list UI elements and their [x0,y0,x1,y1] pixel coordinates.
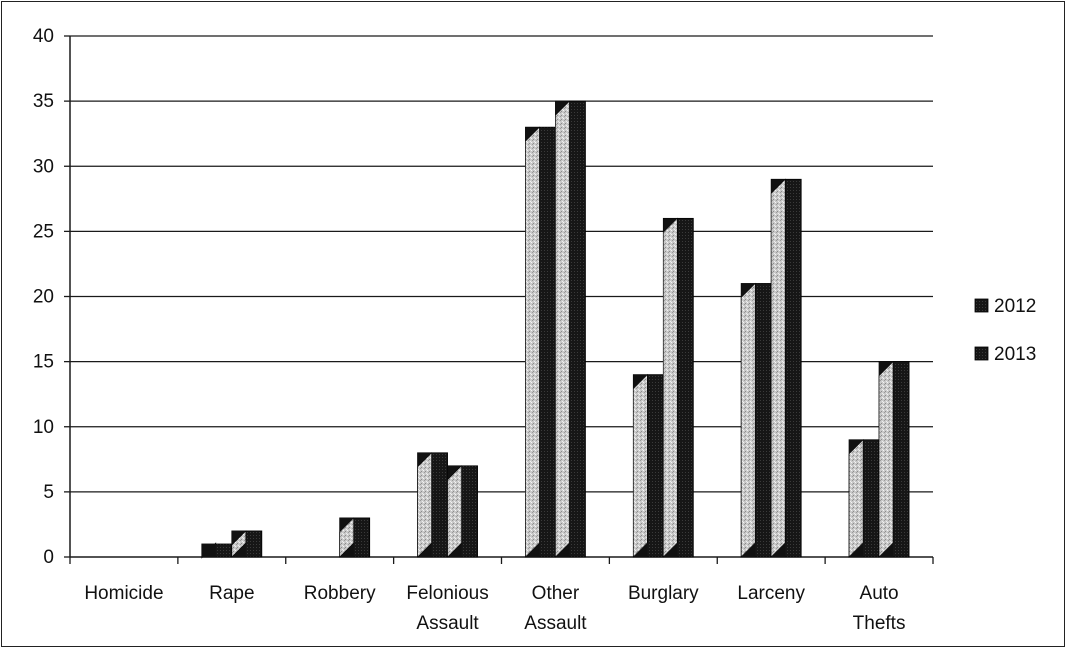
bar-2013-2-cap [339,517,354,532]
x-tick-label-4-1: Assault [524,613,587,634]
x-tick-label-0-0: Homicide [84,583,163,604]
legend-swatch-2012 [974,298,989,313]
bar-2012-5 [632,373,664,558]
legend: 2012 2013 [974,296,1036,365]
bar-2013-7-cap [879,361,894,376]
bar-2012-6 [740,282,772,558]
bar-2013-3 [447,465,478,558]
y-tick-label-15: 15 [33,352,54,373]
legend-label-2012: 2012 [994,296,1036,317]
bar-2012-3-cap [417,452,432,467]
bar-2013-4-base [555,543,570,557]
x-tick-label-4-0: Other [532,583,580,604]
bar-2013-4-bevel [555,100,570,558]
bar-2012-3-base [417,543,432,557]
bar-2012-7 [848,439,880,558]
x-tick-label-3-0: Felonious [406,583,488,604]
bar-2012-4-cap [525,127,540,142]
bar-2013-7 [878,360,910,558]
bar-2013-7-base [879,543,894,557]
bar-2013-7-bevel [878,360,894,558]
y-tick-label-40: 40 [33,26,54,47]
x-tick-label-1-0: Rape [209,583,254,604]
bar-2013-6 [770,178,802,558]
x-tick-label-2-0: Robbery [304,583,376,604]
bar-2012-7-base [849,543,864,557]
x-tick-label-7-0: Auto [860,583,899,604]
bar-2012-7-bevel [848,439,864,558]
bar-2013-4 [555,100,586,558]
bar-2013-1-base [231,543,246,557]
bar-2012-5-cap [633,374,648,389]
gridlines [70,35,933,493]
bar-2012-1-base [201,543,216,557]
bar-2012-6-cap [741,283,756,298]
bar-2013-1-cap [231,530,246,545]
bar-2013-1 [231,530,263,558]
x-tick-label-6-0: Larceny [737,583,805,604]
legend-label-2013: 2013 [994,344,1036,365]
bar-2012-1 [201,542,233,559]
bar-2013-5-cap [663,218,678,233]
bar-2012-5-bevel [633,373,648,558]
bar-2012-3 [417,452,448,558]
y-tick-label-20: 20 [33,287,54,308]
axes [64,35,934,564]
bar-2013-5-bevel [663,217,678,558]
bar-2013-3-bevel [447,465,462,558]
x-tick-label-3-1: Assault [416,613,479,634]
y-tick-label-0: 0 [43,547,54,568]
legend-swatch-2013 [974,346,989,361]
bar-2013-6-cap [771,179,786,194]
bar-2012-3-bevel [417,452,432,558]
bar-2013-3-cap [447,465,462,480]
bar-2013-6-bevel [770,178,786,558]
x-tick-label-7-1: Thefts [853,613,906,634]
bar-2013-2-base [339,543,354,557]
bar-2013-6-base [771,543,786,557]
bar-2013-3-base [447,543,462,557]
bar-2013-2 [339,517,371,558]
bar-2012-4-bevel [525,126,540,558]
x-tick-label-5-0: Burglary [628,583,699,604]
y-tick-label-10: 10 [33,417,54,438]
y-tick-label-30: 30 [33,156,54,177]
y-tick-label-5: 5 [43,482,54,503]
y-tick-label-25: 25 [33,221,54,242]
bar-2012-6-bevel [740,282,756,558]
tick-labels: 0 5 10 15 20 25 30 35 40 Homicide Rape Robbery Felon… [33,26,906,634]
bar-2013-5 [662,217,694,558]
bars [201,100,910,559]
bar-2012-4 [525,126,556,558]
y-tick-label-35: 35 [33,91,54,112]
bar-2012-4-base [525,543,540,557]
bar-2013-4-cap [555,101,570,116]
bar-2012-7-cap [849,439,864,454]
bar-2012-6-base [741,543,756,557]
bar-2013-5-base [663,543,678,557]
bar-2012-5-base [633,543,648,557]
